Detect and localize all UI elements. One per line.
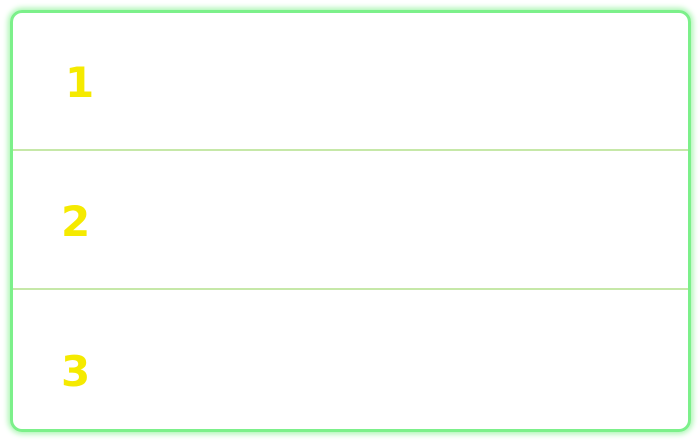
row-label: 1 (65, 58, 95, 107)
list-row[interactable]: 3 (13, 290, 688, 429)
separator (13, 288, 688, 290)
list-panel: 1 2 3 (10, 10, 691, 432)
row-label: 3 (61, 347, 91, 396)
list-row[interactable]: 1 (13, 13, 688, 150)
list-row[interactable]: 2 (13, 151, 688, 288)
separator (13, 149, 688, 151)
row-label: 2 (61, 197, 91, 246)
